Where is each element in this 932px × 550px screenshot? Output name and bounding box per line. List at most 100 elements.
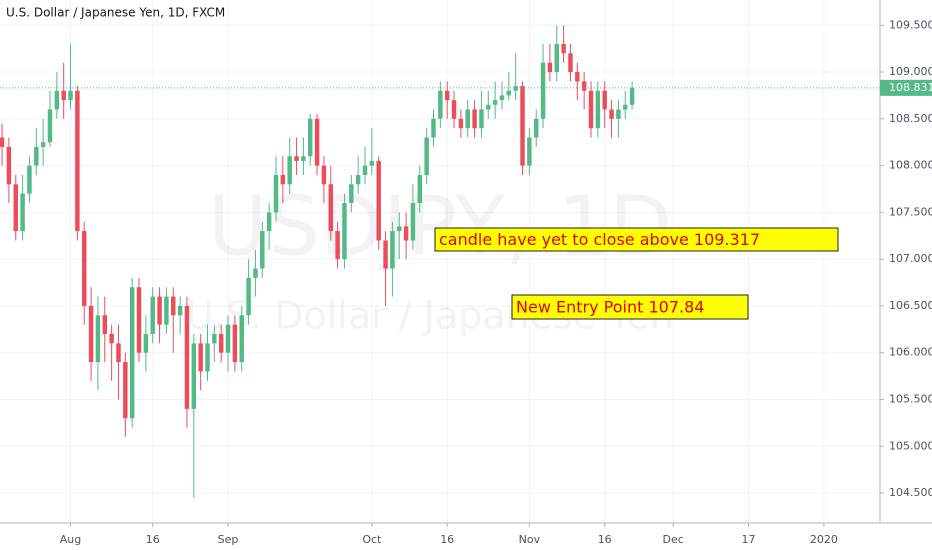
x-tick-label: 16 bbox=[440, 533, 454, 546]
x-tick-label: Aug bbox=[60, 533, 81, 546]
candle-body bbox=[335, 231, 340, 260]
candle-body bbox=[61, 90, 66, 101]
annotation-box bbox=[511, 294, 749, 320]
candle-body bbox=[280, 174, 286, 185]
candle-body bbox=[465, 109, 470, 129]
candle-body bbox=[581, 81, 587, 91]
candle-body bbox=[431, 118, 436, 138]
candle-body bbox=[438, 90, 443, 119]
candle-body bbox=[218, 334, 224, 353]
candle-body bbox=[486, 104, 491, 110]
candle-body bbox=[6, 146, 12, 185]
y-tick-label: 105.500 bbox=[889, 393, 932, 406]
candle-body bbox=[225, 324, 231, 353]
candle-body bbox=[95, 315, 101, 363]
candle-body bbox=[492, 100, 498, 105]
candle-body bbox=[527, 137, 532, 166]
candle-body bbox=[513, 86, 518, 91]
x-tick-label: 16 bbox=[146, 533, 160, 546]
candle-body bbox=[116, 343, 121, 363]
candle-body bbox=[321, 165, 327, 185]
candle-body bbox=[575, 72, 580, 82]
candle-body bbox=[205, 343, 210, 372]
x-tick-label: Sep bbox=[218, 533, 239, 546]
candle-body bbox=[143, 334, 149, 353]
candle-body bbox=[266, 212, 272, 232]
watermark: USDJPY, 1D bbox=[208, 179, 673, 274]
candle-body bbox=[88, 305, 94, 363]
candle-body bbox=[68, 90, 73, 101]
candle-body bbox=[13, 184, 18, 232]
candle-body bbox=[390, 231, 395, 269]
candle-body bbox=[410, 203, 416, 241]
candle-body bbox=[273, 174, 279, 213]
annotation-text: New Entry Point 107.84 bbox=[516, 298, 704, 317]
candle-body bbox=[47, 109, 53, 143]
plot bbox=[0, 25, 880, 498]
y-tick-label: 106.000 bbox=[889, 346, 932, 359]
candle-body bbox=[239, 315, 244, 363]
y-tick-label: 107.000 bbox=[889, 252, 932, 265]
candle-body bbox=[623, 104, 628, 110]
candle-body bbox=[177, 305, 183, 316]
candle-body bbox=[376, 160, 381, 241]
x-tick-label: Dec bbox=[663, 533, 684, 546]
candle-body bbox=[136, 287, 142, 353]
y-tick-label: 109.500 bbox=[889, 18, 932, 31]
candle-body bbox=[184, 305, 190, 409]
candle-body bbox=[444, 90, 450, 101]
candle-body bbox=[547, 62, 553, 73]
candle-body bbox=[362, 165, 368, 175]
candle-body bbox=[369, 160, 375, 166]
candle-body bbox=[355, 174, 361, 185]
candle-body bbox=[451, 100, 457, 119]
candle-body bbox=[308, 118, 313, 157]
y-tick-label: 108.000 bbox=[889, 159, 932, 172]
candle-body bbox=[629, 87, 635, 105]
candle-body bbox=[609, 109, 614, 119]
last-price-box bbox=[880, 79, 932, 96]
candle-body bbox=[27, 165, 32, 194]
candle-body bbox=[301, 156, 306, 161]
candle-body bbox=[342, 203, 347, 260]
candle-body bbox=[520, 86, 525, 166]
candle-body bbox=[129, 287, 135, 419]
candle-body bbox=[246, 277, 251, 316]
y-tick-label: 109.000 bbox=[889, 65, 932, 78]
y-tick-label: 105.000 bbox=[889, 439, 932, 452]
candle-body bbox=[479, 109, 484, 129]
candle-body bbox=[232, 324, 238, 363]
candle-body bbox=[20, 193, 25, 232]
candle-body bbox=[212, 334, 217, 344]
candle-body bbox=[328, 184, 333, 232]
y-tick-label: 107.500 bbox=[889, 205, 932, 218]
x-tick-label: 2020 bbox=[810, 533, 838, 546]
candle-body bbox=[616, 109, 621, 119]
candle-body bbox=[349, 184, 354, 204]
candle-body bbox=[34, 146, 39, 166]
candle-body bbox=[164, 296, 169, 325]
candle-body bbox=[568, 53, 573, 73]
candle-body bbox=[54, 90, 60, 110]
candle-body bbox=[540, 62, 546, 119]
candle-body bbox=[40, 142, 46, 147]
candle-body bbox=[472, 109, 477, 129]
candle-body bbox=[198, 343, 203, 372]
candle-body bbox=[75, 90, 80, 232]
x-tick-label: Oct bbox=[362, 533, 382, 546]
candle-body bbox=[588, 90, 594, 129]
candle-body bbox=[0, 137, 5, 147]
x-tick-label: Nov bbox=[519, 533, 541, 546]
candle-body bbox=[561, 43, 566, 54]
candle-body bbox=[458, 118, 464, 129]
candle-body bbox=[150, 296, 155, 335]
annotation-text: candle have yet to close above 109.317 bbox=[439, 230, 760, 249]
candle-body bbox=[499, 95, 505, 101]
axes: 104.500 105.000 105.500 106.000 106.500 107.0… bbox=[60, 18, 932, 546]
chart-title: U.S. Dollar / Japanese Yen, 1D, FXCM bbox=[6, 6, 225, 20]
candle-body bbox=[171, 296, 176, 316]
candle-body bbox=[417, 174, 423, 204]
candle-body bbox=[403, 226, 409, 241]
candle-body bbox=[506, 90, 512, 96]
